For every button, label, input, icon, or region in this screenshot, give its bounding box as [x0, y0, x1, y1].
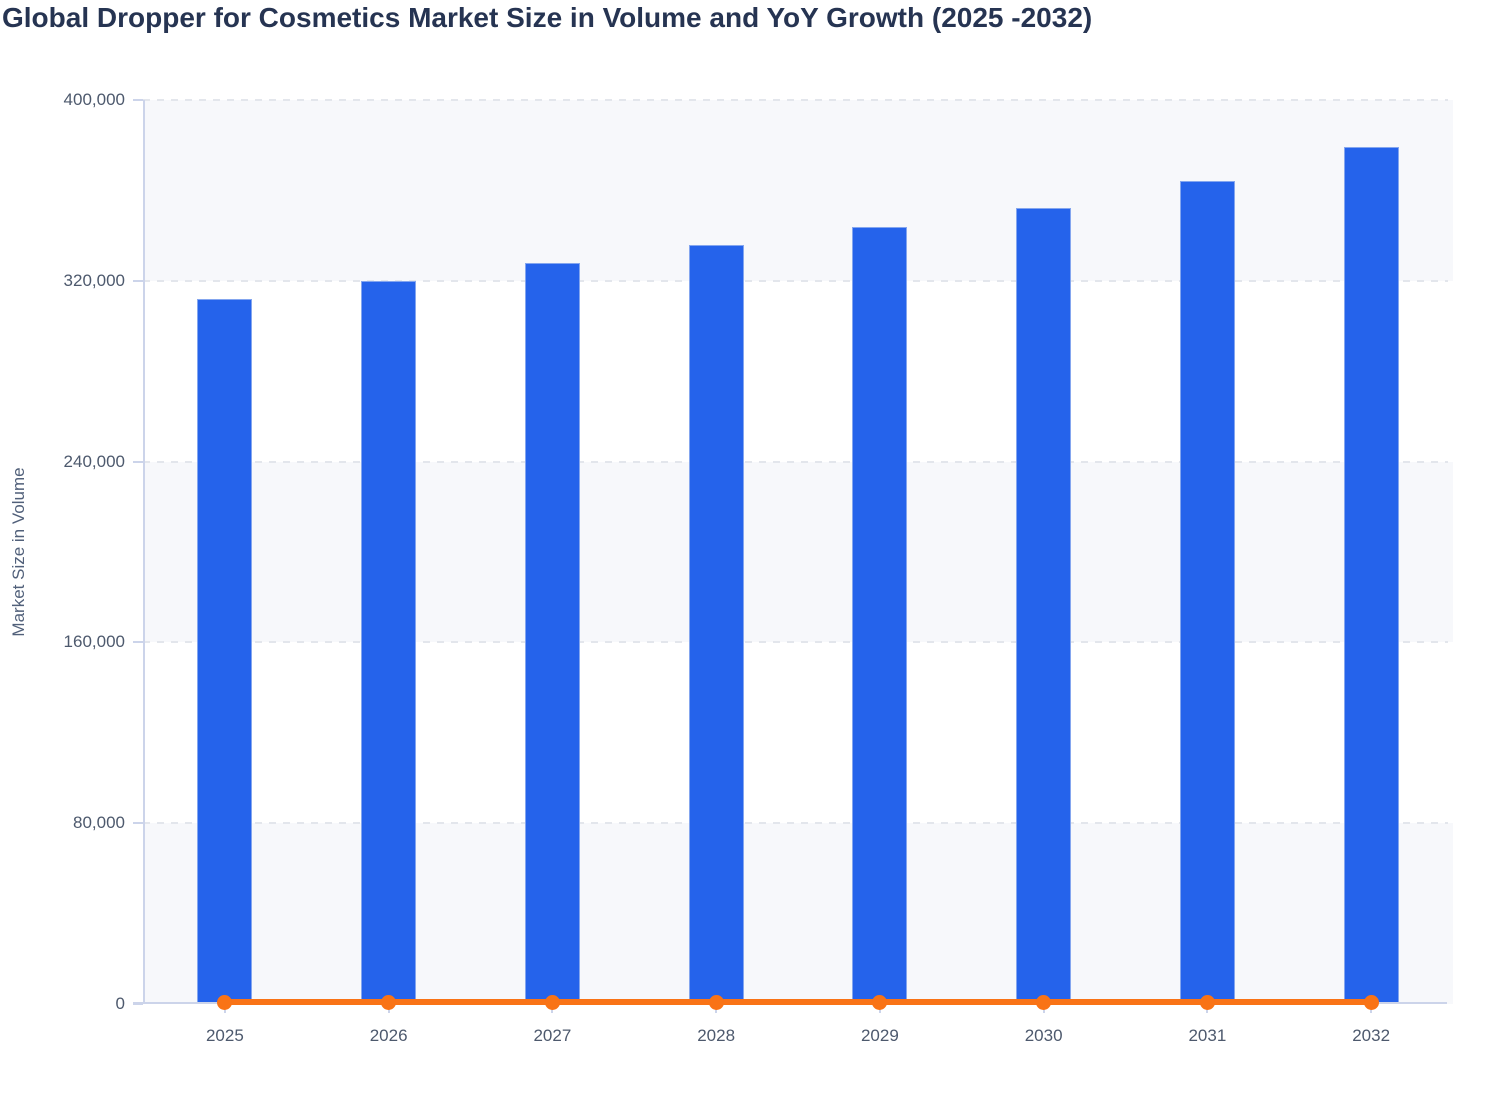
bar-2031[interactable] — [1179, 181, 1235, 1003]
yoy-marker-2028[interactable] — [708, 994, 724, 1010]
x-tick-label-2025: 2025 — [205, 1026, 244, 1045]
yoy-marker-2031[interactable] — [1199, 994, 1215, 1010]
bar-2026[interactable] — [361, 280, 417, 1003]
yoy-marker-2029[interactable] — [872, 994, 888, 1010]
y-tick-label: 240,000 — [63, 451, 125, 471]
yoy-growth-line[interactable] — [224, 999, 1372, 1005]
gridline — [143, 460, 1448, 463]
x-tick-label-2026: 2026 — [369, 1026, 408, 1045]
x-tick-label-2027: 2027 — [533, 1026, 572, 1045]
yoy-marker-2026[interactable] — [381, 994, 397, 1010]
grid-band — [143, 100, 1453, 281]
gridline — [143, 822, 1448, 825]
y-tick-mark — [133, 460, 143, 463]
gridline — [143, 99, 1448, 101]
x-tick-label-2031: 2031 — [1188, 1026, 1227, 1045]
y-tick-mark — [133, 99, 143, 101]
bar-2028[interactable] — [688, 244, 744, 1003]
gridline — [143, 279, 1448, 282]
yoy-marker-2030[interactable] — [1036, 994, 1052, 1010]
yoy-marker-2032[interactable] — [1363, 994, 1379, 1010]
grid-band — [143, 823, 1453, 1004]
bar-2025[interactable] — [197, 298, 253, 1003]
y-tick-label: 320,000 — [63, 270, 125, 290]
grid-band — [143, 461, 1453, 643]
y-tick-label: 160,000 — [63, 632, 125, 652]
y-tick-label: 400,000 — [63, 90, 125, 109]
bar-2029[interactable] — [852, 226, 908, 1003]
chart-title: Global Dropper for Cosmetics Market Size… — [2, 2, 1093, 33]
bar-2030[interactable] — [1016, 208, 1072, 1003]
x-tick-label-2028: 2028 — [697, 1026, 736, 1045]
x-tick-label-2029: 2029 — [860, 1026, 899, 1045]
yoy-marker-2027[interactable] — [544, 994, 560, 1010]
y-tick-mark — [133, 641, 143, 644]
y-axis-line — [143, 100, 145, 1004]
x-tick-label-2030: 2030 — [1024, 1026, 1063, 1045]
y-tick-label: 0 — [115, 994, 125, 1013]
bar-2027[interactable] — [524, 262, 580, 1003]
y-tick-mark — [133, 822, 143, 825]
y-axis-title: Market Size in Volume — [9, 467, 28, 637]
y-tick-mark — [133, 279, 143, 282]
bar-2032[interactable] — [1343, 147, 1399, 1003]
y-tick-label: 80,000 — [73, 813, 125, 833]
x-tick-label-2032: 2032 — [1352, 1026, 1391, 1045]
yoy-marker-2025[interactable] — [217, 994, 233, 1010]
y-tick-mark — [133, 1003, 143, 1005]
gridline — [143, 641, 1448, 644]
